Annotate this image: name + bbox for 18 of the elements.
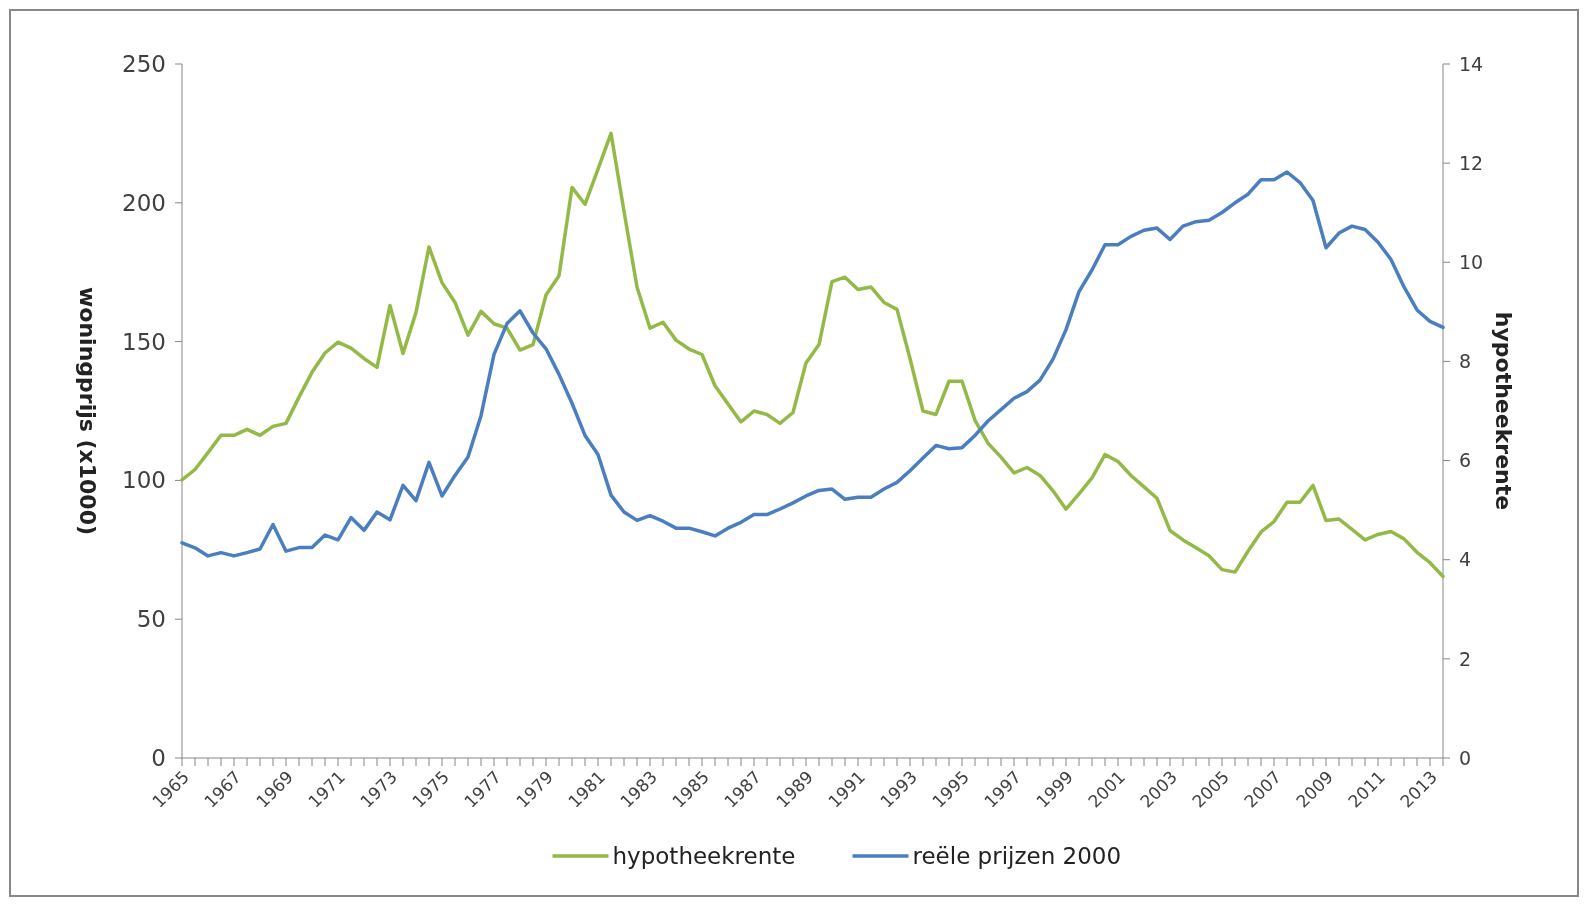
y2-tick-label: 14 — [1459, 52, 1484, 75]
y-tick-label: 0 — [151, 745, 166, 772]
y2-tick-label: 8 — [1459, 350, 1472, 373]
legend-label: reële prijzen 2000 — [912, 843, 1122, 870]
y2-tick-label: 12 — [1459, 151, 1484, 174]
y-tick-label: 50 — [136, 606, 166, 633]
y-axis-title: woningprijs (x1000) — [75, 286, 100, 536]
y2-tick-label: 4 — [1459, 548, 1472, 571]
y-tick-label: 250 — [122, 51, 166, 78]
y2-tick-label: 0 — [1459, 746, 1472, 769]
y2-tick-label: 10 — [1459, 250, 1484, 273]
legend-label: hypotheekrente — [612, 843, 796, 870]
y-tick-label: 150 — [122, 328, 166, 355]
y-tick-label: 100 — [122, 467, 166, 494]
y2-tick-label: 6 — [1459, 449, 1472, 472]
y-tick-label: 200 — [122, 189, 166, 216]
y2-tick-label: 2 — [1459, 647, 1472, 670]
y2-axis-title: hypotheekrente — [1491, 311, 1516, 511]
